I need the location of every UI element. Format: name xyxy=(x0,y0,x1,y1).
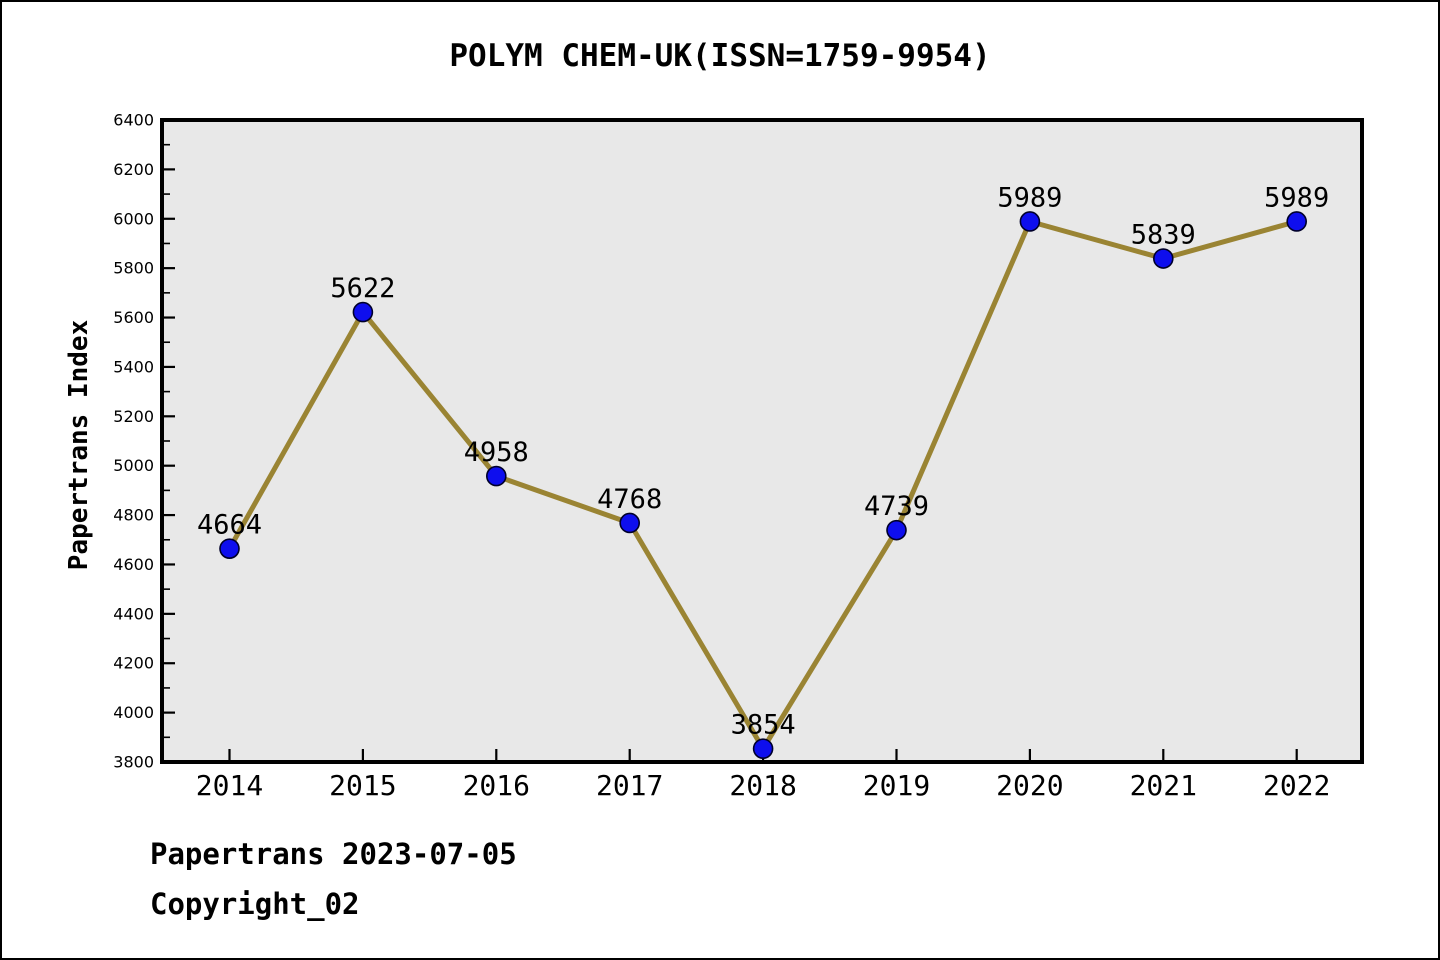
x-axis-tick-label: 2014 xyxy=(196,769,263,802)
data-point-label: 5989 xyxy=(1264,182,1329,213)
data-point-label: 4739 xyxy=(864,491,929,522)
data-point xyxy=(619,512,641,534)
y-axis-tick-label: 4800 xyxy=(113,506,154,525)
x-axis-tick-label: 2017 xyxy=(596,769,663,802)
data-point-label: 4958 xyxy=(464,437,529,468)
chart-title: POLYM CHEM-UK(ISSN=1759-9954) xyxy=(449,38,991,74)
y-axis-tick-label: 6000 xyxy=(113,209,154,228)
data-point xyxy=(485,465,507,487)
data-point-label: 3854 xyxy=(731,710,796,741)
data-point-label: 4768 xyxy=(597,484,662,515)
footer-copyright-annotation: Copyright_02 xyxy=(150,887,360,921)
y-axis-tick-label: 5800 xyxy=(113,259,154,278)
y-axis-tick-label: 5000 xyxy=(113,456,154,475)
plot-area xyxy=(162,120,1362,762)
x-axis-tick-label: 2020 xyxy=(996,769,1063,802)
x-axis-tick-label: 2019 xyxy=(863,769,930,802)
y-axis-tick-label: 4000 xyxy=(113,703,154,722)
data-point xyxy=(752,738,774,759)
data-point-label: 5622 xyxy=(330,273,395,304)
y-axis-tick-label: 5200 xyxy=(113,407,154,426)
data-point xyxy=(1019,211,1041,232)
data-point-label: 5989 xyxy=(997,182,1062,213)
x-axis-tick-label: 2015 xyxy=(329,769,396,802)
y-axis-tick-label: 3800 xyxy=(113,753,154,772)
data-point-label: 5839 xyxy=(1131,220,1196,251)
x-axis-tick-label: 2022 xyxy=(1263,769,1330,802)
y-axis-tick-label: 6200 xyxy=(113,160,154,179)
data-point xyxy=(886,519,907,541)
footer-date-annotation: Papertrans 2023-07-05 xyxy=(150,837,517,871)
data-point xyxy=(219,538,240,559)
data-point xyxy=(1153,248,1174,269)
x-axis-tick-label: 2021 xyxy=(1130,769,1197,802)
y-axis-tick-label: 5400 xyxy=(113,357,154,376)
y-axis-tick-label: 4400 xyxy=(113,604,154,623)
plot-border xyxy=(160,118,1364,764)
data-point xyxy=(352,301,374,323)
x-axis-tick-label: 2018 xyxy=(729,769,796,802)
y-axis-tick-label: 4600 xyxy=(113,555,154,574)
y-axis-tick-label: 4200 xyxy=(113,654,154,673)
data-point-label: 4664 xyxy=(197,510,262,541)
x-axis-tick-label: 2016 xyxy=(463,769,530,802)
y-axis-tick-label: 5600 xyxy=(113,308,154,327)
y-axis-tick-label: 6400 xyxy=(113,111,154,130)
data-point xyxy=(1286,211,1307,232)
